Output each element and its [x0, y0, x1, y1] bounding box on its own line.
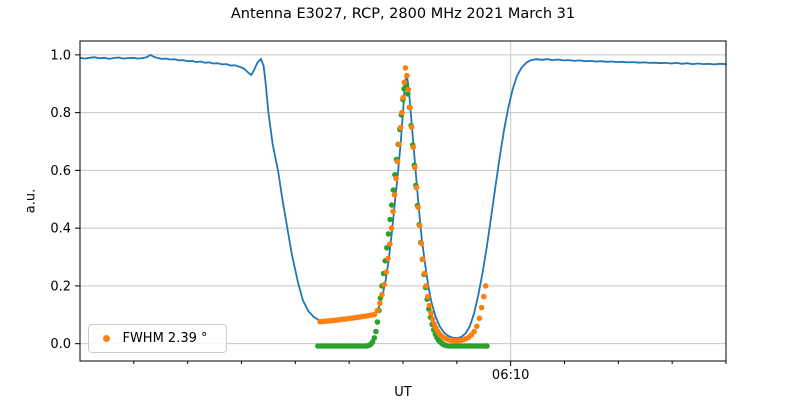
y-axis-label: a.u.	[23, 188, 39, 214]
y-tick-label: 1.0	[50, 48, 71, 63]
orange_points-series	[317, 65, 489, 344]
y-tick-label: 0.8	[50, 106, 71, 121]
x-axis-label: UT	[394, 385, 412, 400]
x-tick-label: 06:10	[492, 368, 529, 383]
legend: FWHM 2.39 °	[88, 324, 227, 353]
y-tick-label: 0.6	[50, 164, 71, 179]
green_points-series	[315, 80, 490, 349]
y-tick-label: 0.4	[50, 222, 71, 237]
legend-marker-icon	[103, 335, 110, 342]
y-tick-label: 0.2	[50, 279, 71, 294]
chart-title: Antenna E3027, RCP, 2800 MHz 2021 March …	[230, 6, 576, 22]
y-tick-label: 0.0	[50, 337, 71, 352]
legend-label: FWHM 2.39 °	[122, 331, 208, 346]
